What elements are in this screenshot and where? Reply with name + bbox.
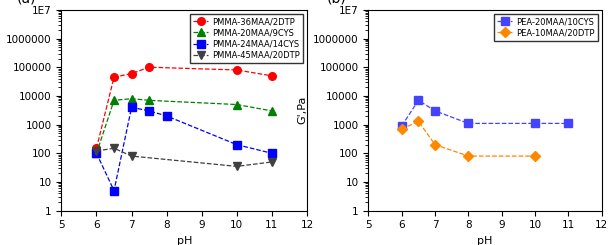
PMMA-20MAA/9CYS bbox=[128, 97, 135, 100]
PMMA-24MAA/14CYS bbox=[128, 106, 135, 109]
Y-axis label: G',Pa: G',Pa bbox=[298, 96, 308, 124]
Legend: PEA-20MAA/10CYS, PEA-10MAA/20DTP: PEA-20MAA/10CYS, PEA-10MAA/20DTP bbox=[494, 14, 597, 41]
Line: PMMA-20MAA/9CYS: PMMA-20MAA/9CYS bbox=[93, 95, 276, 157]
PMMA-20MAA/9CYS bbox=[146, 99, 153, 102]
Line: PMMA-24MAA/14CYS: PMMA-24MAA/14CYS bbox=[93, 103, 276, 195]
Line: PMMA-45MAA/20DTP: PMMA-45MAA/20DTP bbox=[93, 144, 276, 170]
PMMA-20MAA/9CYS bbox=[111, 99, 118, 102]
PEA-10MAA/20DTP bbox=[398, 128, 405, 131]
Line: PEA-20MAA/10CYS: PEA-20MAA/10CYS bbox=[398, 97, 572, 130]
PMMA-45MAA/20DTP bbox=[93, 149, 100, 152]
PMMA-24MAA/14CYS bbox=[111, 189, 118, 192]
PMMA-24MAA/14CYS bbox=[233, 143, 241, 146]
PMMA-36MAA/2DTP bbox=[111, 76, 118, 79]
PMMA-24MAA/14CYS bbox=[146, 110, 153, 112]
Text: (a): (a) bbox=[17, 0, 37, 6]
PMMA-36MAA/2DTP bbox=[128, 72, 135, 75]
PMMA-20MAA/9CYS bbox=[93, 152, 100, 155]
PMMA-45MAA/20DTP bbox=[233, 165, 241, 168]
PEA-10MAA/20DTP bbox=[465, 155, 472, 158]
Legend: PMMA-36MAA/2DTP, PMMA-20MAA/9CYS, PMMA-24MAA/14CYS, PMMA-45MAA/20DTP: PMMA-36MAA/2DTP, PMMA-20MAA/9CYS, PMMA-2… bbox=[190, 14, 303, 63]
PEA-20MAA/10CYS bbox=[565, 122, 572, 125]
X-axis label: pH: pH bbox=[176, 236, 192, 245]
PMMA-24MAA/14CYS bbox=[93, 152, 100, 155]
PEA-20MAA/10CYS bbox=[531, 122, 538, 125]
PEA-20MAA/10CYS bbox=[414, 99, 422, 102]
PEA-20MAA/10CYS bbox=[398, 124, 405, 127]
Line: PMMA-36MAA/2DTP: PMMA-36MAA/2DTP bbox=[93, 63, 276, 152]
PMMA-24MAA/14CYS bbox=[163, 114, 170, 117]
PEA-10MAA/20DTP bbox=[414, 120, 422, 123]
Text: (b): (b) bbox=[327, 0, 346, 6]
PMMA-24MAA/14CYS bbox=[268, 152, 276, 155]
PMMA-45MAA/20DTP bbox=[268, 160, 276, 163]
PMMA-36MAA/2DTP bbox=[93, 147, 100, 150]
PMMA-20MAA/9CYS bbox=[268, 110, 276, 112]
PMMA-20MAA/9CYS bbox=[233, 103, 241, 106]
Line: PEA-10MAA/20DTP: PEA-10MAA/20DTP bbox=[398, 118, 539, 160]
PMMA-36MAA/2DTP bbox=[146, 66, 153, 69]
PMMA-36MAA/2DTP bbox=[268, 74, 276, 77]
PMMA-36MAA/2DTP bbox=[233, 69, 241, 72]
PEA-10MAA/20DTP bbox=[432, 143, 439, 146]
PEA-20MAA/10CYS bbox=[465, 122, 472, 125]
X-axis label: pH: pH bbox=[477, 236, 493, 245]
PEA-20MAA/10CYS bbox=[432, 110, 439, 112]
PMMA-45MAA/20DTP bbox=[128, 155, 135, 158]
PEA-10MAA/20DTP bbox=[531, 155, 538, 158]
PMMA-45MAA/20DTP bbox=[111, 147, 118, 150]
